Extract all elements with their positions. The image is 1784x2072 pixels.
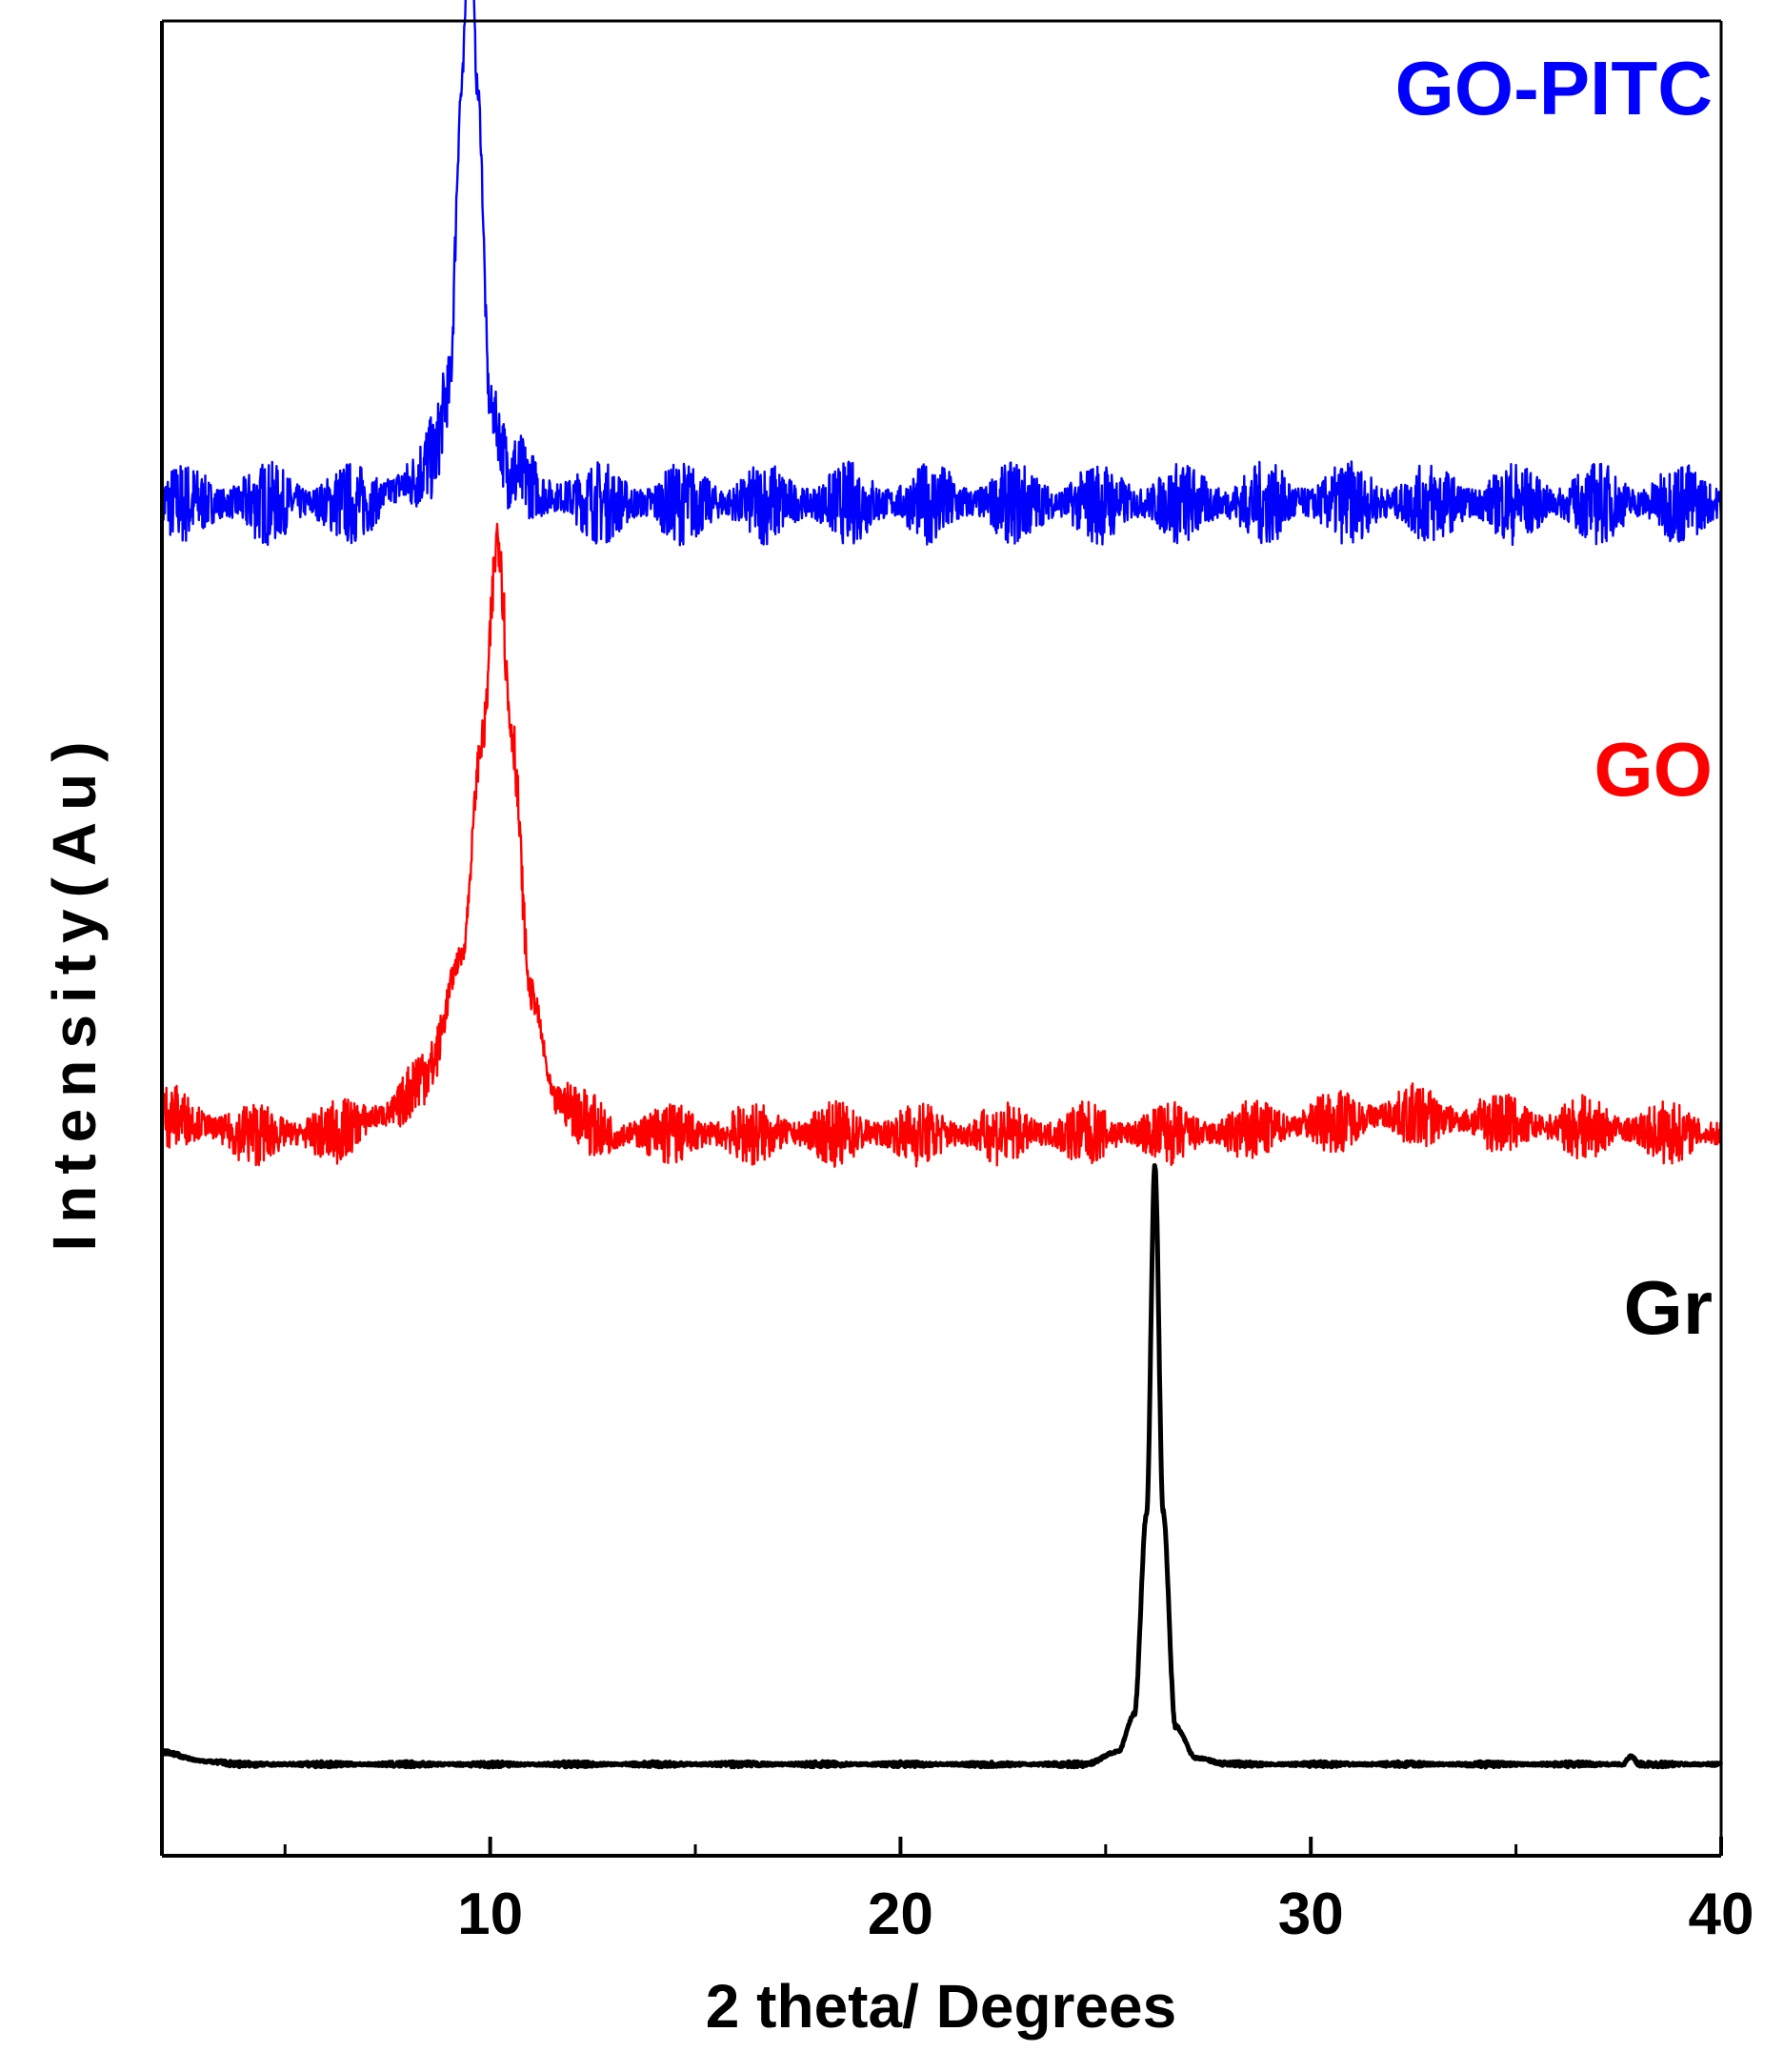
x-tick-label: 40 [1689, 1881, 1754, 1947]
x-tick-label: 30 [1278, 1881, 1344, 1947]
series-line-go-pitc [160, 0, 1722, 547]
plot-area [159, 0, 1724, 1770]
series-label-gr: Gr [1624, 1265, 1713, 1350]
x-tick-label: 10 [457, 1881, 523, 1947]
series-line-go [160, 522, 1722, 1168]
series-label-go-pitc: GO-PITC [1395, 46, 1713, 131]
series-label-go: GO [1594, 727, 1713, 812]
x-tick-label: 20 [868, 1881, 933, 1947]
y-axis-title: Intensity(Au) [40, 730, 109, 1251]
series-line-gr [159, 1163, 1724, 1770]
axes [160, 19, 1723, 1858]
x-axis-title: 2 theta/ Degrees [706, 1972, 1176, 2041]
